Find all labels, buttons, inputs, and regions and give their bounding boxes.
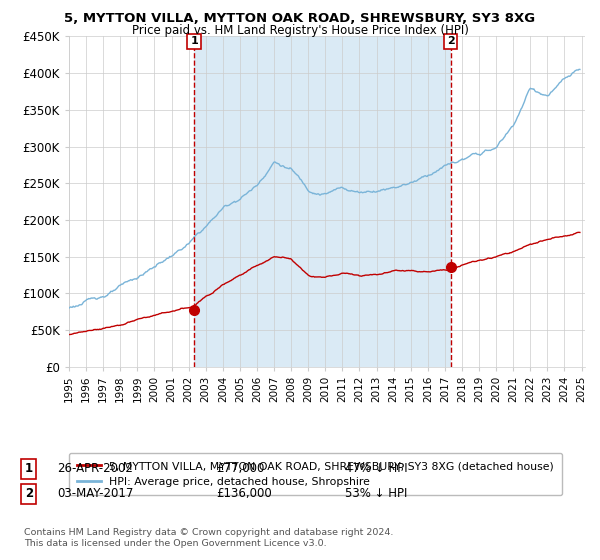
- Text: 03-MAY-2017: 03-MAY-2017: [57, 487, 133, 501]
- Text: 53% ↓ HPI: 53% ↓ HPI: [345, 487, 407, 501]
- Text: 47% ↓ HPI: 47% ↓ HPI: [345, 462, 407, 475]
- Text: 26-APR-2002: 26-APR-2002: [57, 462, 133, 475]
- Text: 5, MYTTON VILLA, MYTTON OAK ROAD, SHREWSBURY, SY3 8XG: 5, MYTTON VILLA, MYTTON OAK ROAD, SHREWS…: [64, 12, 536, 25]
- Text: £136,000: £136,000: [216, 487, 272, 501]
- Text: Contains HM Land Registry data © Crown copyright and database right 2024.
This d: Contains HM Land Registry data © Crown c…: [24, 528, 394, 548]
- Legend: 5, MYTTON VILLA, MYTTON OAK ROAD, SHREWSBURY, SY3 8XG (detached house), HPI: Ave: 5, MYTTON VILLA, MYTTON OAK ROAD, SHREWS…: [69, 453, 562, 495]
- Text: Price paid vs. HM Land Registry's House Price Index (HPI): Price paid vs. HM Land Registry's House …: [131, 24, 469, 37]
- Text: 2: 2: [25, 487, 33, 501]
- Text: 1: 1: [25, 462, 33, 475]
- Bar: [194, 36, 451, 367]
- Text: 1: 1: [190, 36, 198, 46]
- Text: 2: 2: [447, 36, 455, 46]
- Text: £77,000: £77,000: [216, 462, 265, 475]
